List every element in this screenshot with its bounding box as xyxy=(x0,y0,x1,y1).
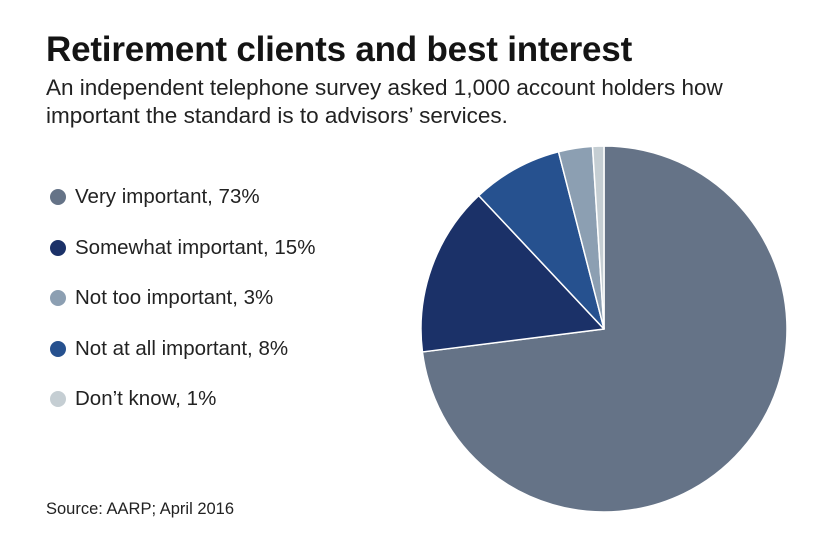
source-note: Source: AARP; April 2016 xyxy=(46,500,235,518)
legend-item-very-important: Very important, 73% xyxy=(50,184,315,210)
legend-label: Don’t know, 1% xyxy=(75,387,217,410)
pie-slice-2 xyxy=(477,151,605,330)
legend-swatch xyxy=(50,340,66,357)
legend-label: Not too important, 3% xyxy=(75,286,274,309)
legend-item-somewhat-important: Somewhat important, 15% xyxy=(50,235,315,261)
legend-swatch xyxy=(50,391,66,407)
legend-item-dont-know: Don’t know, 1% xyxy=(50,386,315,412)
chart-subtitle: An independent telephone survey asked 1,… xyxy=(46,75,723,128)
legend-label: Very important, 73% xyxy=(75,185,260,208)
pie-slice-4 xyxy=(591,145,605,330)
legend-label: Not at all important, 8% xyxy=(75,336,289,360)
legend-item-not-too-important: Not too important, 3% xyxy=(50,285,315,311)
pie-slice-1 xyxy=(420,194,605,353)
legend-swatch xyxy=(50,239,66,256)
legend-item-not-at-all-important: Not at all important, 8% xyxy=(50,336,315,362)
legend-swatch xyxy=(50,290,66,306)
legend-label: Somewhat important, 15% xyxy=(75,235,316,259)
chart-title: Retirement clients and best interest xyxy=(46,30,633,69)
chart-legend: Very important, 73% Somewhat important, … xyxy=(50,184,315,437)
legend-swatch xyxy=(50,189,66,205)
